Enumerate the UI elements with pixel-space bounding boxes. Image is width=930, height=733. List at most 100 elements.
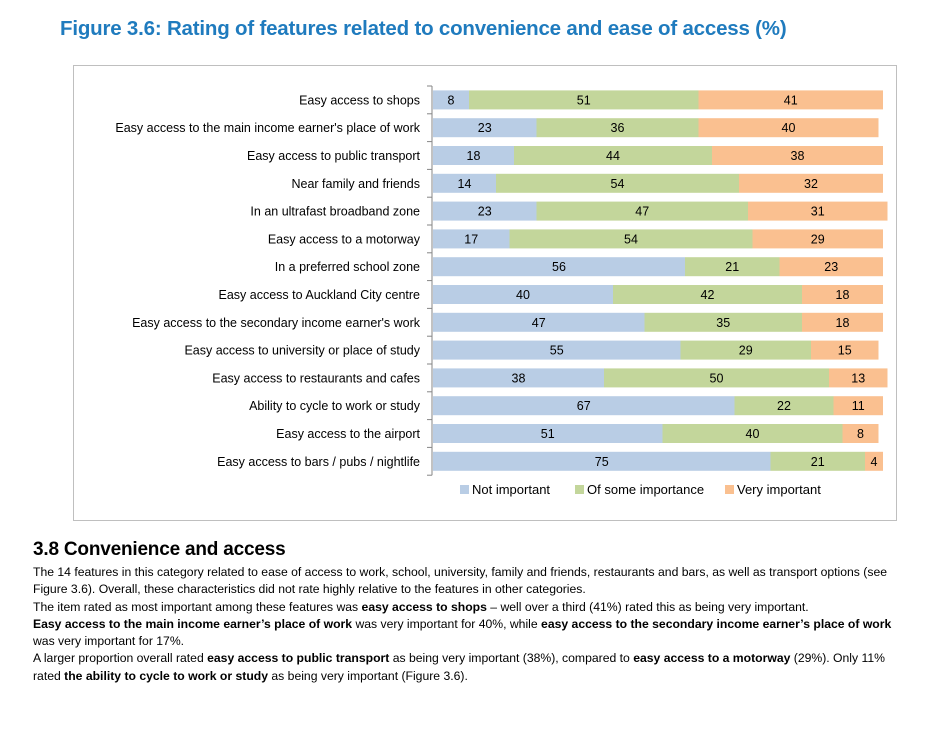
body-paragraph: The 14 features in this category related…	[33, 564, 893, 599]
bar-segment	[739, 173, 883, 193]
legend-swatch	[575, 485, 584, 494]
bold-text: easy access to the secondary income earn…	[541, 616, 892, 631]
data-label: 38	[791, 149, 805, 163]
stacked-bar-chart: Easy access to shops Easy access to the m…	[115, 85, 888, 497]
data-label: 18	[836, 288, 850, 302]
data-label: 55	[550, 344, 564, 358]
bar-segment	[433, 340, 681, 360]
legend-swatch	[460, 485, 469, 494]
bar-segment	[433, 451, 771, 471]
data-label: 13	[851, 371, 865, 385]
bar-segment	[829, 368, 888, 388]
bar-segment	[433, 229, 510, 249]
data-label: 47	[532, 316, 546, 330]
data-label: 21	[725, 260, 739, 274]
data-label: 51	[541, 427, 555, 441]
data-label: 44	[606, 149, 620, 163]
bar-segment	[433, 396, 735, 416]
text-run: as being very important (Figure 3.6).	[268, 668, 468, 683]
bar-segment	[698, 90, 883, 110]
category-labels: Easy access to shops Easy access to the m…	[115, 93, 420, 468]
bar-segment	[433, 312, 645, 332]
data-label: 38	[512, 371, 526, 385]
data-label: 56	[552, 260, 566, 274]
data-label: 8	[857, 427, 864, 441]
data-label: 41	[784, 93, 798, 107]
data-label: 67	[577, 399, 591, 413]
bar-segment	[865, 451, 883, 471]
bar-segment	[811, 340, 879, 360]
text-run: – well over a third (41%) rated this as …	[486, 599, 809, 614]
data-label: 35	[716, 316, 730, 330]
data-label: 51	[577, 93, 591, 107]
category-label: In an ultrafast broadband zone	[250, 205, 420, 219]
text-run: as being very important (38%), compared …	[389, 651, 634, 666]
data-label: 29	[811, 232, 825, 246]
bar-segment	[496, 173, 739, 193]
bold-text: Easy access to the main income earner’s …	[33, 616, 353, 631]
data-label: 40	[782, 121, 796, 135]
legend-swatch	[725, 485, 734, 494]
data-label: 22	[777, 399, 791, 413]
legend-label: Of some importance	[587, 482, 704, 497]
bar-segment	[536, 118, 699, 138]
category-label: Near family and friends	[291, 177, 420, 191]
text-run: was very important for 17%.	[33, 634, 185, 649]
text-run: (29%). Only 11% rated	[33, 651, 885, 683]
data-label: 11	[852, 399, 865, 413]
text-run: A larger proportion overall rated	[33, 651, 208, 666]
bar-segment	[604, 368, 829, 388]
data-label: 42	[701, 288, 715, 302]
body-paragraph: A larger proportion overall rated easy a…	[33, 650, 893, 685]
bar-segment	[433, 368, 604, 388]
category-label: In a preferred school zone	[275, 260, 420, 274]
bar-segment	[433, 257, 685, 277]
bar-segment	[433, 424, 663, 443]
body-paragraph: Easy access to the main income earner’s …	[33, 616, 893, 651]
bar-segment	[469, 90, 699, 110]
data-label: 23	[824, 260, 838, 274]
category-label: Ability to cycle to work or study	[249, 399, 421, 413]
body-paragraph: The item rated as most important among t…	[33, 599, 893, 616]
bar-segment	[433, 173, 496, 193]
bold-text: easy access to public transport	[207, 651, 390, 666]
figure-title: Figure 3.6: Rating of features related t…	[60, 17, 787, 40]
chart-area: Easy access to shops Easy access to the m…	[73, 65, 897, 521]
data-label: 21	[811, 455, 825, 469]
bar-segment	[712, 146, 883, 165]
data-label: 54	[611, 177, 625, 191]
category-label: Easy access to a motorway	[268, 232, 421, 246]
bar-segment	[802, 285, 883, 304]
category-label: Easy access to bars / pubs / nightlife	[217, 455, 420, 469]
data-label: 18	[836, 316, 850, 330]
bar-segment	[433, 285, 613, 304]
bar-segment	[433, 146, 514, 165]
bar-segment	[433, 201, 537, 221]
data-label: 4	[871, 455, 878, 469]
y-axis	[427, 85, 433, 476]
value-labels: 8 51 41 23 36 40 18 44 38 14 54 32 23 47 31 17 54 29 56 21 2…	[448, 93, 878, 468]
data-label: 50	[710, 371, 724, 385]
category-label: Easy access to Auckland City centre	[219, 288, 421, 302]
data-label: 17	[464, 232, 478, 246]
bar-segment	[680, 340, 811, 360]
legend-label: Very important	[737, 482, 821, 497]
bold-text: the ability to cycle to work or study	[64, 668, 269, 683]
bar-segment	[509, 229, 753, 249]
bar-segment	[685, 257, 780, 277]
section-body: 3.8 Convenience and access The 14 featur…	[33, 539, 893, 685]
data-label: 31	[811, 205, 825, 219]
bar-segment	[613, 285, 802, 304]
data-label: 32	[804, 177, 818, 191]
legend: Not important Of some importance Very impo…	[460, 482, 821, 497]
category-label: Easy access to the main income earner's …	[115, 121, 420, 135]
bar-segment	[662, 424, 843, 443]
data-label: 47	[635, 205, 649, 219]
data-label: 15	[838, 344, 852, 358]
data-label: 36	[611, 121, 625, 135]
bar-segment	[842, 424, 879, 443]
bold-text: easy access to a motorway	[633, 651, 791, 666]
bar-segment	[833, 396, 883, 416]
data-label: 40	[516, 288, 530, 302]
data-label: 75	[595, 455, 609, 469]
